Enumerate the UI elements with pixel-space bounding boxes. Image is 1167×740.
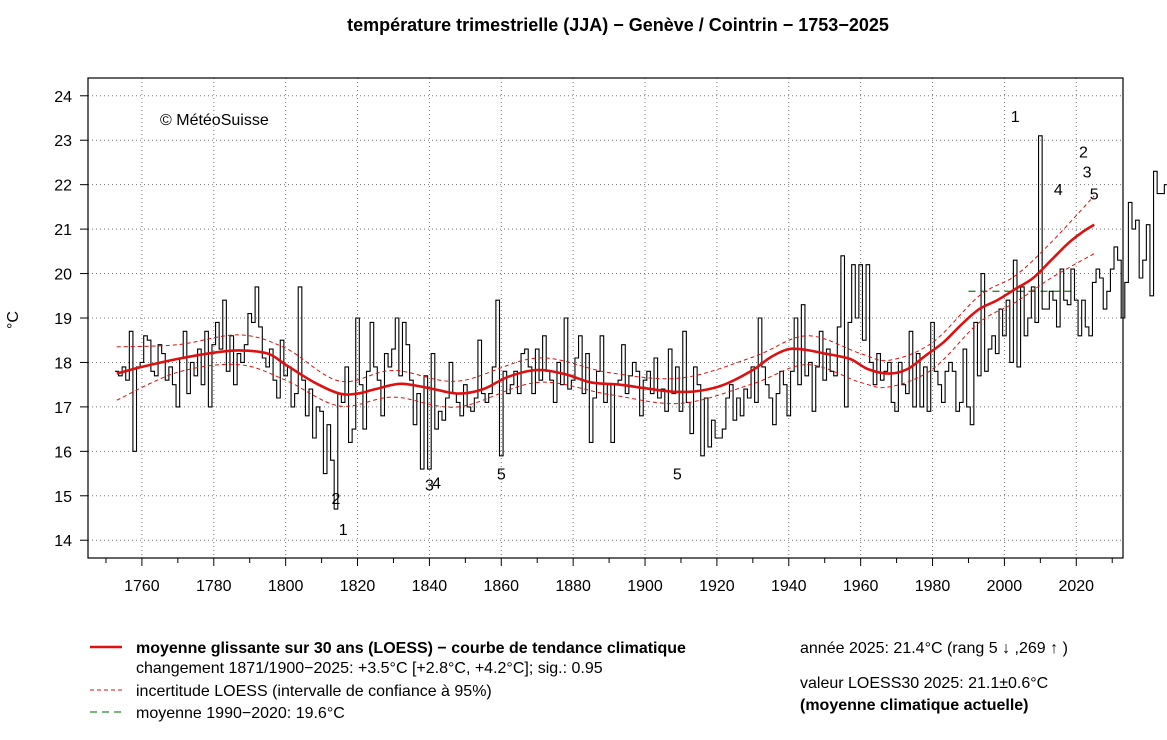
- x-tick-label: 1860: [483, 578, 519, 595]
- rank-label: 1: [1011, 109, 1020, 126]
- chart-title: température trimestrielle (JJA) − Genève…: [347, 15, 889, 35]
- rank-label: 1: [339, 522, 348, 539]
- loess-info: valeur LOESS30 2025: 21.1±0.6°C: [800, 675, 1048, 692]
- rank-label: 3: [425, 478, 434, 495]
- x-tick-label: 1900: [627, 578, 663, 595]
- x-tick-label: 1820: [340, 578, 376, 595]
- data-step-line: [114, 135, 1167, 510]
- loess-note: (moyenne climatique actuelle): [800, 697, 1029, 714]
- ci-lower-line: [116, 253, 1095, 408]
- y-tick-label: 16: [54, 444, 72, 461]
- legend-trend-label: moyenne glissante sur 30 ans (LOESS) − c…: [136, 640, 686, 657]
- y-tick-label: 14: [54, 533, 72, 550]
- y-axis: 14 15 16 17 18 19 20 21 22 23 24: [54, 89, 88, 550]
- y-tick-label: 20: [54, 267, 72, 284]
- x-tick-label: 1840: [412, 578, 448, 595]
- x-tick-label: 1760: [124, 578, 160, 595]
- rank-label: 5: [1090, 187, 1099, 204]
- legend-normal-label: moyenne 1990−2020: 19.6°C: [136, 705, 345, 722]
- y-tick-label: 24: [54, 89, 72, 106]
- y-tick-label: 15: [54, 489, 72, 506]
- legend-change-text: changement 1871/1900−2025: +3.5°C [+2.8°…: [136, 660, 603, 677]
- y-axis-label: °C: [5, 311, 22, 329]
- rank-label: 2: [332, 491, 341, 508]
- x-tick-label: 1920: [699, 578, 735, 595]
- y-tick-label: 22: [54, 178, 72, 195]
- legend: moyenne glissante sur 30 ans (LOESS) − c…: [90, 640, 1068, 722]
- copyright-label: © MétéoSuisse: [160, 112, 269, 129]
- loess-trend-line: [116, 223, 1095, 396]
- y-tick-label: 18: [54, 355, 72, 372]
- rank-label: 4: [1054, 182, 1063, 199]
- x-tick-label: 1780: [196, 578, 232, 595]
- ci-upper-line: [116, 195, 1095, 383]
- data-step-layer: [114, 135, 1167, 510]
- x-axis: 1760 1780 1800 1820 1840 1860 1880 1900 1920 1940…: [105, 558, 1113, 595]
- x-tick-label: 2020: [1058, 578, 1094, 595]
- rank-label: 5: [673, 467, 682, 484]
- x-tick-label: 1880: [555, 578, 591, 595]
- y-tick-label: 19: [54, 311, 72, 328]
- x-tick-label: 2000: [987, 578, 1023, 595]
- rank-label: 3: [1083, 164, 1092, 181]
- rank-label: 4: [432, 475, 441, 492]
- y-tick-label: 17: [54, 400, 72, 417]
- y-tick-label: 23: [54, 133, 72, 150]
- x-tick-label: 1800: [268, 578, 304, 595]
- rank-label: 2: [1079, 144, 1088, 161]
- ci-layer: [116, 195, 1095, 408]
- x-tick-label: 1960: [843, 578, 879, 595]
- x-tick-label: 1940: [771, 578, 807, 595]
- y-tick-label: 21: [54, 222, 72, 239]
- rank-label: 5: [497, 467, 506, 484]
- legend-uncertainty-label: incertitude LOESS (intervalle de confian…: [136, 683, 492, 700]
- grid: [88, 78, 1123, 558]
- year-info: année 2025: 21.4°C (rang 5 ↓ ,269 ↑ ): [800, 640, 1068, 657]
- x-tick-label: 1980: [915, 578, 951, 595]
- loess-layer: [116, 223, 1095, 396]
